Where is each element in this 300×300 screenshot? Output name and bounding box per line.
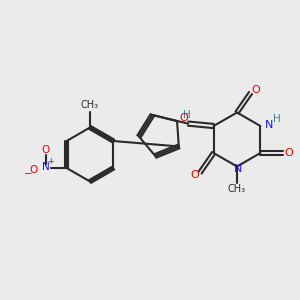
Text: −: − — [24, 169, 33, 179]
Text: O: O — [179, 112, 188, 122]
Text: CH₃: CH₃ — [228, 184, 246, 194]
Text: O: O — [41, 145, 50, 155]
Text: N: N — [265, 119, 274, 130]
Text: N: N — [42, 162, 50, 172]
Text: O: O — [190, 170, 199, 181]
Text: +: + — [47, 157, 53, 166]
Text: O: O — [284, 148, 293, 158]
Text: CH₃: CH₃ — [81, 100, 99, 110]
Text: N: N — [234, 164, 243, 174]
Text: H: H — [273, 114, 281, 124]
Text: O: O — [251, 85, 260, 95]
Text: H: H — [183, 110, 191, 120]
Text: O: O — [29, 165, 38, 176]
